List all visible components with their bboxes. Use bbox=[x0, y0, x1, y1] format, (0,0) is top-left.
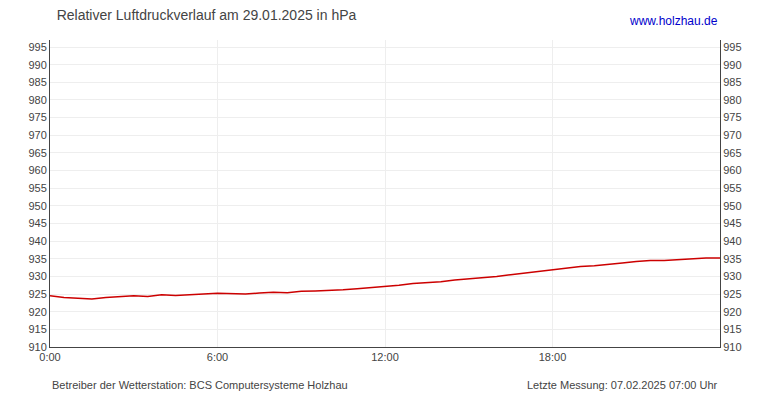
svg-text:925: 925 bbox=[723, 288, 741, 300]
svg-text:Relativer Luftdruckverlauf am: Relativer Luftdruckverlauf am 29.01.2025… bbox=[57, 7, 357, 23]
svg-text:12:00: 12:00 bbox=[371, 351, 399, 363]
svg-text:985: 985 bbox=[28, 76, 46, 88]
svg-text:945: 945 bbox=[723, 217, 741, 229]
svg-text:960: 960 bbox=[28, 164, 46, 176]
svg-text:920: 920 bbox=[28, 306, 46, 318]
svg-text:0:00: 0:00 bbox=[39, 351, 60, 363]
svg-text:980: 980 bbox=[28, 94, 46, 106]
svg-text:965: 965 bbox=[723, 147, 741, 159]
svg-text:910: 910 bbox=[28, 341, 46, 353]
svg-text:995: 995 bbox=[723, 41, 741, 53]
svg-text:920: 920 bbox=[723, 306, 741, 318]
svg-text:995: 995 bbox=[28, 41, 46, 53]
svg-text:960: 960 bbox=[723, 164, 741, 176]
svg-text:955: 955 bbox=[723, 182, 741, 194]
svg-text:965: 965 bbox=[28, 147, 46, 159]
svg-text:955: 955 bbox=[28, 182, 46, 194]
svg-text:980: 980 bbox=[723, 94, 741, 106]
svg-text:910: 910 bbox=[723, 341, 741, 353]
svg-text:6:00: 6:00 bbox=[207, 351, 228, 363]
svg-text:www.holzhau.de: www.holzhau.de bbox=[629, 14, 718, 28]
svg-text:970: 970 bbox=[28, 129, 46, 141]
svg-text:935: 935 bbox=[28, 253, 46, 265]
svg-text:990: 990 bbox=[723, 59, 741, 71]
svg-text:925: 925 bbox=[28, 288, 46, 300]
svg-text:Letzte Messung: 07.02.2025 07:: Letzte Messung: 07.02.2025 07:00 Uhr bbox=[527, 379, 718, 391]
svg-text:970: 970 bbox=[723, 129, 741, 141]
svg-text:945: 945 bbox=[28, 217, 46, 229]
svg-text:950: 950 bbox=[723, 200, 741, 212]
svg-text:975: 975 bbox=[723, 111, 741, 123]
svg-text:990: 990 bbox=[28, 59, 46, 71]
svg-text:940: 940 bbox=[723, 235, 741, 247]
svg-text:930: 930 bbox=[28, 270, 46, 282]
svg-text:950: 950 bbox=[28, 200, 46, 212]
svg-text:985: 985 bbox=[723, 76, 741, 88]
svg-text:18:00: 18:00 bbox=[539, 351, 567, 363]
svg-text:975: 975 bbox=[28, 111, 46, 123]
svg-text:915: 915 bbox=[28, 323, 46, 335]
svg-text:940: 940 bbox=[28, 235, 46, 247]
svg-text:935: 935 bbox=[723, 253, 741, 265]
svg-text:915: 915 bbox=[723, 323, 741, 335]
svg-text:Betreiber der Wetterstation: B: Betreiber der Wetterstation: BCS Compute… bbox=[52, 379, 348, 391]
svg-text:930: 930 bbox=[723, 270, 741, 282]
